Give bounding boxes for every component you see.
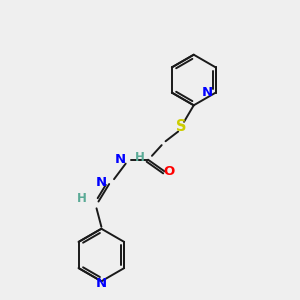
Text: H: H [134, 151, 144, 164]
Text: N: N [202, 86, 213, 99]
Text: N: N [96, 277, 107, 290]
Text: S: S [176, 119, 186, 134]
Text: O: O [164, 165, 175, 178]
Text: N: N [96, 176, 107, 189]
Text: N: N [115, 153, 126, 166]
Text: H: H [77, 192, 87, 205]
